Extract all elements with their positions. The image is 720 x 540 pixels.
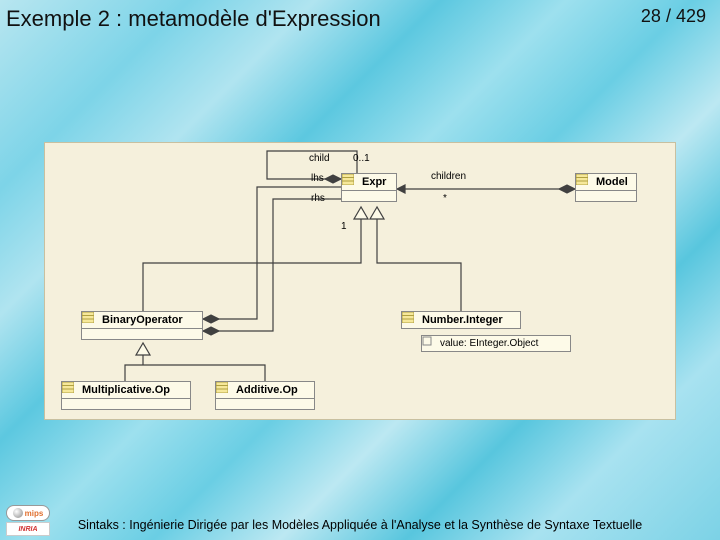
class-icon xyxy=(86,315,98,326)
class-icon xyxy=(406,315,418,326)
class-number-integer-attr: value: EInteger.Object xyxy=(421,335,571,352)
class-name: Model xyxy=(596,176,628,188)
slide-title: Exemple 2 : metamodèle d'Expression xyxy=(6,6,381,32)
class-number-integer: Number.Integer xyxy=(401,311,521,329)
class-name: Multiplicative.Op xyxy=(82,384,170,396)
class-additive-op: Additive.Op xyxy=(215,381,315,410)
label-lhs: lhs xyxy=(311,173,324,184)
slide-footer: Sintaks : Ingénierie Dirigée par les Mod… xyxy=(0,518,720,532)
class-name: BinaryOperator xyxy=(102,314,183,326)
class-binary-operator: BinaryOperator xyxy=(81,311,203,340)
class-name: Number.Integer xyxy=(422,314,503,326)
page-counter: 28 / 429 xyxy=(641,6,706,27)
attribute-text: value: EInteger.Object xyxy=(440,338,538,349)
class-icon xyxy=(346,177,358,188)
class-expr: Expr xyxy=(341,173,397,202)
class-multiplicative-op: Multiplicative.Op xyxy=(61,381,191,410)
label-star: * xyxy=(443,193,447,204)
label-one: 1 xyxy=(341,221,347,232)
page-current: 28 xyxy=(641,6,661,26)
class-model: Model xyxy=(575,173,637,202)
class-icon xyxy=(66,385,78,396)
label-child: child xyxy=(309,153,330,164)
class-name: Additive.Op xyxy=(236,384,298,396)
page-sep: / xyxy=(661,6,676,26)
label-children: children xyxy=(431,171,466,182)
label-rhs: rhs xyxy=(311,193,325,204)
label-zero-one: 0..1 xyxy=(353,153,370,164)
class-name: Expr xyxy=(362,176,386,188)
class-icon xyxy=(220,385,232,396)
attribute-icon xyxy=(426,339,436,349)
page-total: 429 xyxy=(676,6,706,26)
class-icon xyxy=(580,177,592,188)
uml-diagram: child 0..1 lhs rhs children * 1 Expr Mod… xyxy=(44,142,676,420)
